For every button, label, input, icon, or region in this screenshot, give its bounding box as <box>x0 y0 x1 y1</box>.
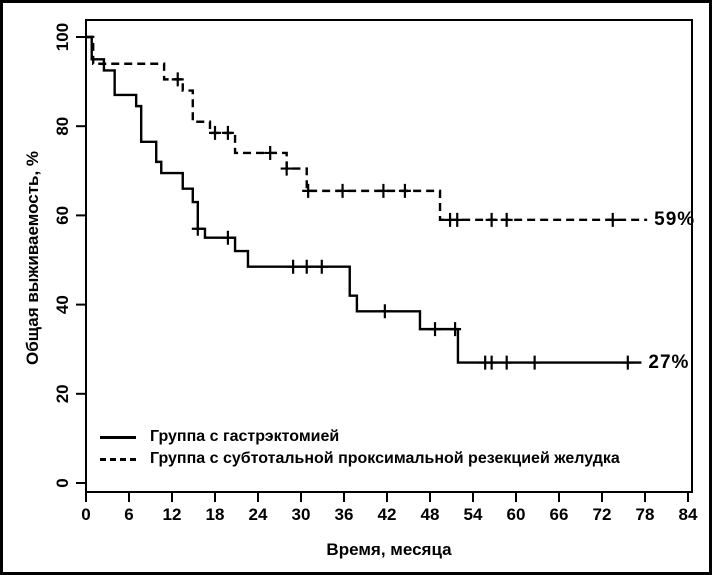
y-tick-label: 40 <box>53 295 72 314</box>
x-tick-label: 36 <box>335 505 354 524</box>
legend-label-subtotal-resection: Группа с субтотальной проксимальной резе… <box>150 450 620 467</box>
x-tick-label: 78 <box>636 505 655 524</box>
y-axis-label: Общая выживаемость, % <box>23 150 42 366</box>
legend: Группа с гастрэктомией Группа с субтотал… <box>100 426 620 470</box>
x-tick-label: 84 <box>679 505 698 524</box>
legend-label-gastrectomy: Группа с гастрэктомией <box>150 428 340 445</box>
legend-item-gastrectomy: Группа с гастрэктомией <box>100 426 620 448</box>
x-tick-label: 66 <box>550 505 569 524</box>
y-tick-label: 60 <box>53 206 72 225</box>
x-tick-label: 48 <box>421 505 440 524</box>
x-tick-label: 18 <box>206 505 225 524</box>
x-tick-label: 54 <box>464 505 483 524</box>
x-tick-label: 30 <box>292 505 311 524</box>
legend-item-subtotal-resection: Группа с субтотальной проксимальной резе… <box>100 448 620 470</box>
plot-box <box>85 19 693 493</box>
y-tick-label: 100 <box>53 23 72 51</box>
censor-marks-solid <box>191 221 634 370</box>
x-tick-label: 60 <box>507 505 526 524</box>
dashed-line-sample <box>100 457 136 461</box>
end-label-dashed-curve: 59% <box>654 208 696 230</box>
x-tick-label: 24 <box>249 505 268 524</box>
y-tick-label: 20 <box>53 384 72 403</box>
solid-line-sample <box>100 435 136 439</box>
x-tick-label: 42 <box>378 505 397 524</box>
y-tick-label: 0 <box>53 478 72 487</box>
x-axis-label: Время, месяца <box>326 540 452 559</box>
x-tick-label: 0 <box>81 505 90 524</box>
x-tick-label: 12 <box>163 505 182 524</box>
end-label-solid-curve: 27% <box>648 351 690 373</box>
survival-curve-dashed <box>86 35 648 222</box>
x-tick-label: 6 <box>124 505 133 524</box>
x-tick-label: 72 <box>593 505 612 524</box>
censor-marks-dashed <box>171 72 619 227</box>
survival-curve-solid <box>86 35 642 364</box>
y-tick-label: 80 <box>53 117 72 136</box>
